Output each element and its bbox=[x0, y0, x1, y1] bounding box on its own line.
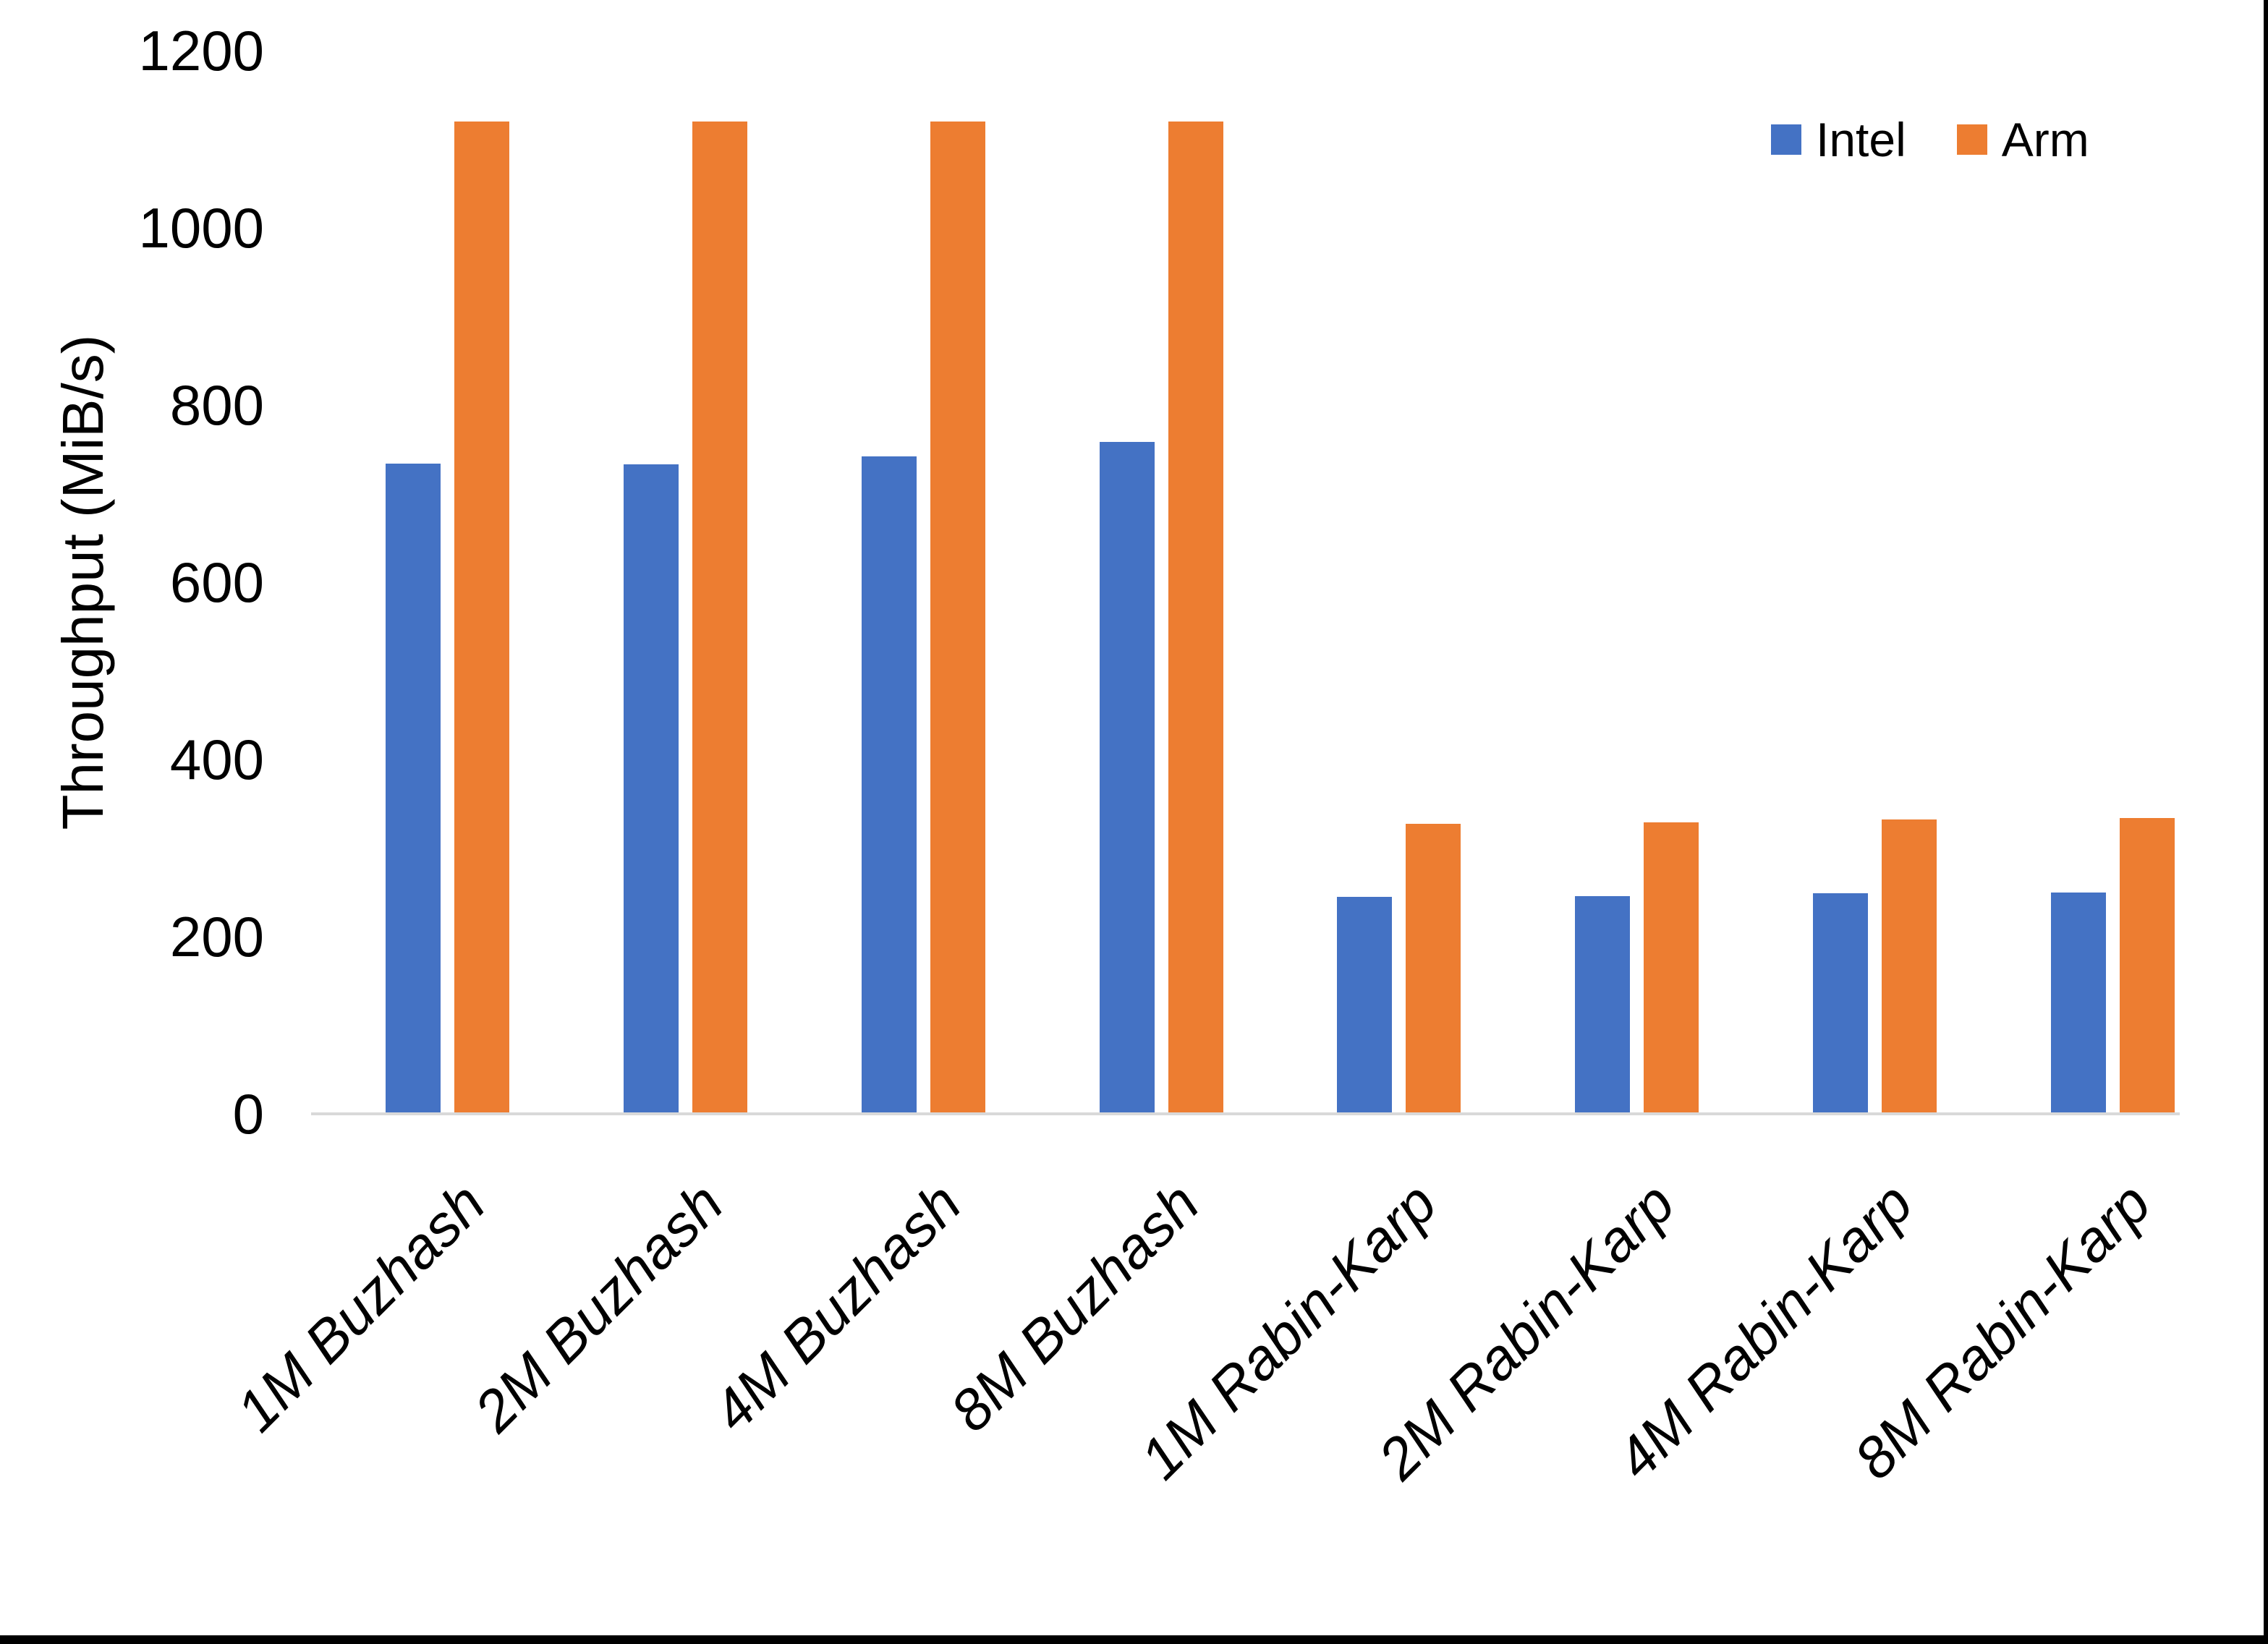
bar-arm-8m-rabin-karp bbox=[2120, 817, 2175, 1114]
bar-intel-8m-buzhash bbox=[1099, 442, 1155, 1114]
bar-arm-8m-buzhash bbox=[1168, 122, 1223, 1114]
bar-arm-2m-buzhash bbox=[692, 122, 747, 1114]
legend-label-intel: Intel bbox=[1816, 113, 1906, 166]
legend: Intel Arm bbox=[1771, 116, 2089, 163]
y-tick-label-800: 800 bbox=[169, 373, 264, 437]
bar-arm-1m-buzhash bbox=[454, 122, 509, 1114]
bar-intel-8m-rabin-karp bbox=[2051, 892, 2107, 1114]
arm-series-swatch bbox=[1956, 124, 1987, 155]
y-tick-label-1200: 1200 bbox=[138, 19, 264, 82]
bar-intel-2m-rabin-karp bbox=[1575, 895, 1631, 1114]
window-border-right bbox=[2264, 0, 2268, 1644]
bar-intel-1m-rabin-karp bbox=[1337, 896, 1393, 1114]
y-tick-label-1000: 1000 bbox=[138, 196, 264, 260]
y-tick-label-200: 200 bbox=[169, 905, 264, 968]
bar-intel-4m-buzhash bbox=[861, 456, 917, 1114]
legend-label-arm: Arm bbox=[2001, 113, 2089, 166]
y-tick-label-600: 600 bbox=[169, 550, 264, 614]
bar-intel-2m-buzhash bbox=[623, 464, 679, 1114]
x-axis-line bbox=[311, 1112, 2180, 1115]
bar-arm-4m-buzhash bbox=[930, 122, 985, 1114]
x-axis-label-4m-buzhash: 4M Buzhash bbox=[700, 1170, 974, 1444]
bar-arm-2m-rabin-karp bbox=[1644, 822, 1699, 1114]
bar-arm-1m-rabin-karp bbox=[1406, 824, 1461, 1114]
x-axis-label-2m-buzhash: 2M Buzhash bbox=[462, 1170, 736, 1444]
y-tick-label-400: 400 bbox=[169, 728, 264, 791]
bar-intel-4m-rabin-karp bbox=[1813, 893, 1869, 1114]
bar-arm-4m-rabin-karp bbox=[1882, 819, 1937, 1114]
bar-intel-1m-buzhash bbox=[386, 463, 441, 1114]
x-axis-label-8m-buzhash: 8M Buzhash bbox=[938, 1170, 1211, 1444]
y-tick-label-0: 0 bbox=[232, 1082, 264, 1146]
window-border-bottom bbox=[0, 1635, 2268, 1644]
intel-series-swatch bbox=[1771, 124, 1801, 155]
legend-item-intel: Intel bbox=[1771, 116, 1906, 163]
x-axis-label-1m-buzhash: 1M Buzhash bbox=[224, 1170, 498, 1444]
legend-item-arm: Arm bbox=[1956, 113, 2089, 166]
